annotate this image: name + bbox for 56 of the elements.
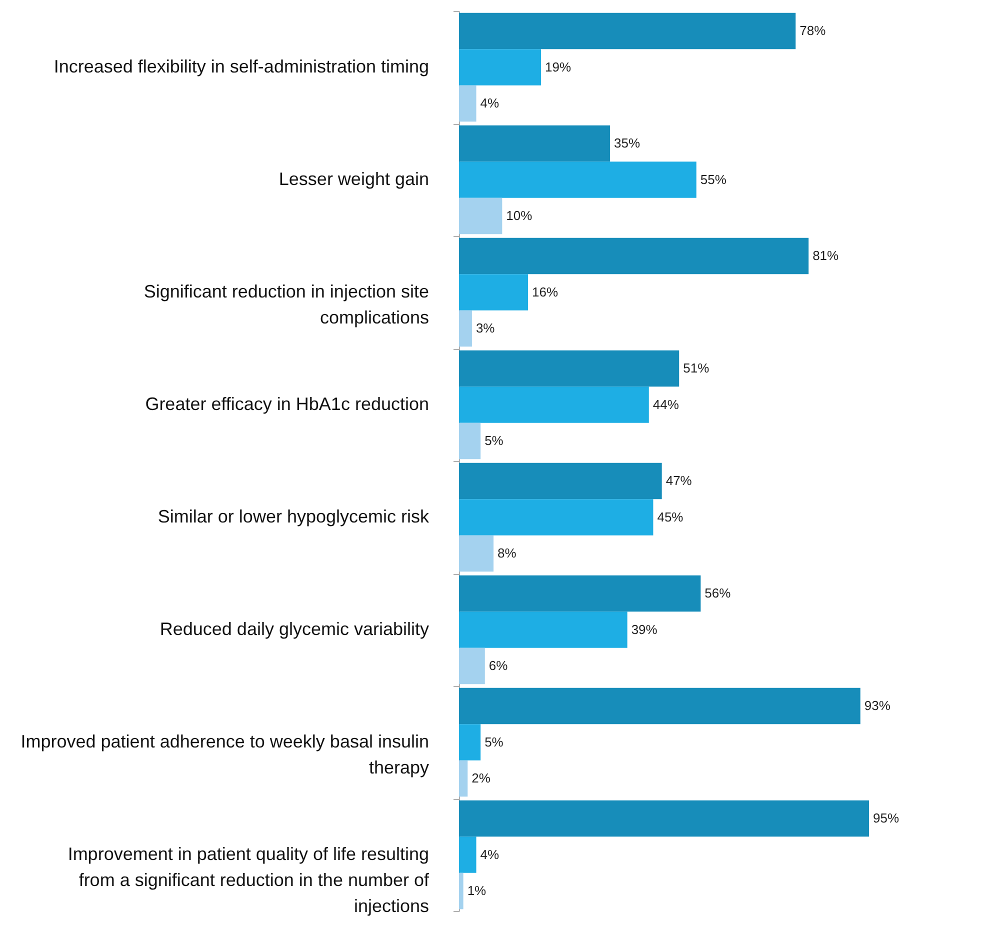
bar xyxy=(459,198,502,234)
bar xyxy=(459,575,701,612)
bar xyxy=(459,499,654,536)
bar xyxy=(459,800,869,837)
data-label: 10% xyxy=(506,208,533,224)
y-tick-label: Greater efficacy in HbA1c reduction xyxy=(145,394,429,414)
bar xyxy=(459,760,468,797)
data-label: 5% xyxy=(484,433,504,448)
data-label: 81% xyxy=(812,248,840,263)
bar xyxy=(459,535,494,572)
y-tick-label: Increased flexibility in self-administration timing xyxy=(54,56,429,76)
bar xyxy=(459,386,649,423)
y-tick-label: Improved patient adherence to weekly basal insulin therapy xyxy=(20,731,429,778)
data-label: 16% xyxy=(532,284,559,300)
bar xyxy=(459,648,485,684)
bar xyxy=(459,422,481,460)
data-label: 55% xyxy=(700,172,727,187)
data-label: 95% xyxy=(873,810,900,826)
data-label: 35% xyxy=(614,135,641,150)
y-tick-label: Significant reduction in injection site complications xyxy=(144,281,429,328)
bar xyxy=(459,724,481,760)
bar xyxy=(459,85,476,122)
bar xyxy=(459,238,809,274)
data-label: 2% xyxy=(472,770,491,786)
y-tick-label: Similar or lower hypoglycemic risk xyxy=(158,506,430,526)
bar xyxy=(459,462,662,500)
data-label: 45% xyxy=(657,509,684,524)
data-label: 1% xyxy=(467,883,487,898)
data-label: 5% xyxy=(484,734,504,750)
y-tick-label: Improvement in patient quality of life resulting from a significant reduction in the number of injections xyxy=(68,844,430,916)
bar xyxy=(459,836,476,873)
data-label: 4% xyxy=(480,96,500,111)
bar xyxy=(459,125,610,162)
bar xyxy=(459,350,680,387)
data-label: 51% xyxy=(683,360,710,376)
data-label: 39% xyxy=(631,622,658,637)
bar xyxy=(459,310,472,347)
bar xyxy=(459,274,528,310)
bar xyxy=(459,688,860,724)
data-label: 19% xyxy=(545,59,572,74)
bar xyxy=(459,49,541,86)
data-label: 56% xyxy=(704,585,732,600)
bar xyxy=(459,162,696,198)
bar xyxy=(459,12,796,50)
data-label: 78% xyxy=(800,22,826,38)
data-label: 8% xyxy=(498,546,517,561)
data-label: 93% xyxy=(864,698,891,713)
bar xyxy=(459,872,464,910)
data-label: 44% xyxy=(652,396,680,412)
data-label: 4% xyxy=(480,846,500,862)
data-label: 6% xyxy=(488,658,508,674)
bar xyxy=(459,612,628,648)
data-label: 3% xyxy=(476,320,496,336)
y-tick-label: Reduced daily glycemic variability xyxy=(160,618,429,639)
data-label: 47% xyxy=(666,472,692,488)
y-tick-label: Lesser weight gain xyxy=(278,168,429,189)
